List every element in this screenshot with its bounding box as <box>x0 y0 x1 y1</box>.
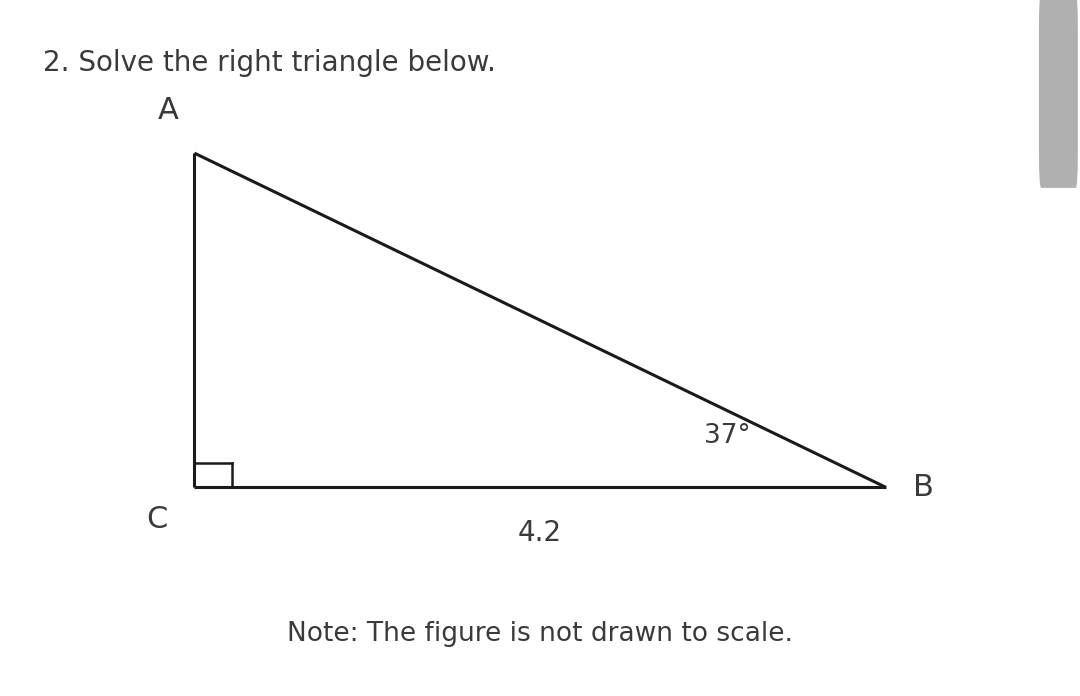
Text: A: A <box>158 96 178 125</box>
FancyBboxPatch shape <box>1039 0 1078 188</box>
Text: 37°: 37° <box>704 423 751 449</box>
Text: C: C <box>146 505 167 534</box>
Text: 4.2: 4.2 <box>518 519 562 546</box>
Text: 2. Solve the right triangle below.: 2. Solve the right triangle below. <box>43 49 496 77</box>
Text: B: B <box>913 473 933 502</box>
Text: Note: The figure is not drawn to scale.: Note: The figure is not drawn to scale. <box>287 622 793 647</box>
